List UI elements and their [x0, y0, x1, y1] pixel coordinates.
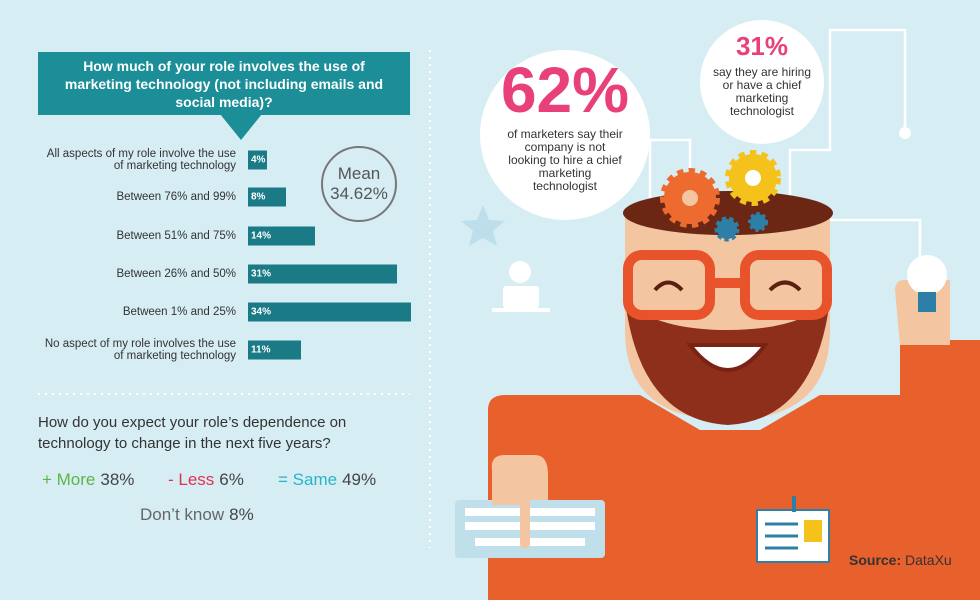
star — [461, 205, 505, 246]
answer-label: + More — [42, 470, 96, 489]
answer: = Same 49% — [278, 470, 376, 490]
callout-text: of marketers say their company is not lo… — [507, 127, 623, 193]
bubble — [480, 50, 650, 220]
wire-end — [899, 127, 911, 139]
category-label: Between 1% and 25% — [122, 306, 236, 318]
hand — [491, 455, 548, 549]
category-label: All aspects of my role involve the use o… — [46, 148, 236, 172]
bar — [248, 264, 397, 284]
mean-badge: Mean 34.62% — [321, 146, 397, 222]
mean-label: Mean — [337, 164, 381, 183]
gear-hub — [745, 170, 761, 186]
callout-text: say they are hiring or have a chief mark… — [712, 65, 812, 118]
callout-figure: 62% — [500, 54, 630, 126]
source-label: Source: — [849, 552, 902, 568]
glasses — [623, 250, 832, 320]
gear — [714, 216, 740, 242]
body — [488, 395, 970, 600]
bar — [248, 226, 316, 246]
bulb-base — [918, 292, 936, 312]
value-label: 8% — [251, 191, 266, 203]
answer-label: = Same — [278, 470, 338, 489]
value-label: 14% — [251, 230, 272, 242]
source-name: DataXu — [905, 552, 952, 568]
value-label: 31% — [251, 268, 272, 280]
arm — [900, 340, 980, 600]
badge-photo — [804, 520, 822, 542]
gear-hub — [682, 190, 698, 206]
bar — [248, 150, 268, 170]
answer-label: - Less — [168, 470, 215, 489]
badge-lines — [765, 522, 798, 550]
value-label: 11% — [251, 344, 271, 356]
value-label: 4% — [251, 154, 266, 166]
desk-icon — [492, 261, 550, 312]
bulb — [907, 255, 947, 295]
badge-clip — [792, 496, 796, 512]
mean-value: 34.62% — [330, 184, 388, 203]
answer-value: 8% — [229, 505, 254, 524]
value-label: 34% — [251, 306, 272, 318]
category-label: Between 51% and 75% — [116, 230, 236, 242]
answer: - Less 6% — [168, 470, 244, 490]
question: How do you expect your role’s dependence… — [38, 414, 347, 452]
bar — [248, 302, 412, 322]
pointer — [220, 114, 262, 140]
answer-label: Don’t know — [140, 505, 225, 524]
answer: Don’t know 8% — [140, 505, 254, 525]
category-label: Between 26% and 50% — [116, 268, 236, 280]
bar — [248, 340, 301, 360]
chart-title: How much of your role involves the use o… — [38, 52, 410, 115]
category-label: Between 76% and 99% — [116, 191, 236, 203]
answer-value: 49% — [342, 470, 377, 489]
bubble — [700, 20, 824, 144]
answer-value: 38% — [100, 470, 135, 489]
bar — [248, 187, 287, 207]
mouth — [685, 343, 769, 372]
hand — [895, 280, 950, 345]
answer: + More 38% — [42, 470, 134, 490]
callout-figure: 31% — [735, 31, 789, 61]
gear — [748, 212, 768, 232]
category-label: No aspect of my role involves the use of… — [44, 338, 236, 362]
source: Source: DataXu — [849, 552, 952, 568]
eyes — [653, 280, 802, 292]
answer-value: 6% — [219, 470, 244, 489]
